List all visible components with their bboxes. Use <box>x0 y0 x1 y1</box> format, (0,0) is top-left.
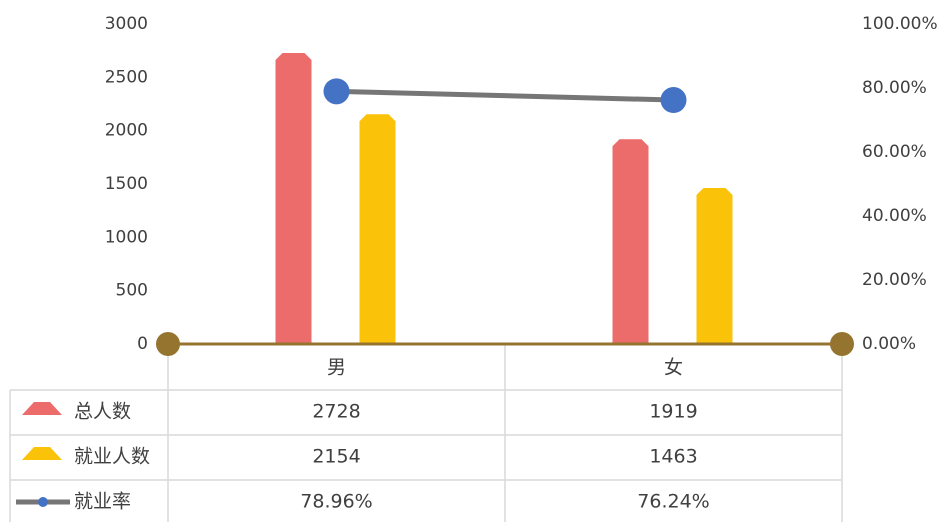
line-marker <box>323 78 350 105</box>
table-cell: 76.24% <box>637 491 709 513</box>
y2-tick-label: 80.00% <box>862 78 927 98</box>
table-cell: 1463 <box>649 446 697 468</box>
legend-label: 就业人数 <box>74 446 150 468</box>
table-cell: 78.96% <box>300 491 372 513</box>
legend-label: 总人数 <box>74 401 131 423</box>
axis-end <box>156 332 180 356</box>
bar <box>275 53 312 344</box>
y-tick-label: 500 <box>116 281 148 301</box>
y2-tick-label: 0.00% <box>862 334 916 354</box>
bar <box>696 187 733 344</box>
y-tick-label: 0 <box>137 334 148 354</box>
y-tick-label: 2500 <box>105 67 148 87</box>
bar <box>612 139 649 344</box>
y-tick-label: 1500 <box>105 174 148 194</box>
y-tick-label: 1000 <box>105 227 148 247</box>
legend-icon <box>22 402 62 415</box>
table-cell: 2728 <box>312 401 360 423</box>
y-tick-label: 2000 <box>105 121 148 141</box>
y2-tick-label: 40.00% <box>862 206 927 226</box>
y2-tick-label: 20.00% <box>862 270 927 290</box>
table-cell: 2154 <box>312 446 360 468</box>
y-tick-label: 3000 <box>105 14 148 34</box>
bar <box>359 114 396 345</box>
x-tick-label: 女 <box>664 357 683 379</box>
legend-marker <box>38 497 48 507</box>
table-cell: 1919 <box>649 401 697 423</box>
legend-label: 就业率 <box>74 491 131 513</box>
legend-icon <box>22 447 62 460</box>
y2-tick-label: 100.00% <box>862 14 938 34</box>
line-marker <box>660 87 687 114</box>
x-tick-label: 男 <box>327 357 346 379</box>
y2-tick-label: 60.00% <box>862 142 927 162</box>
axis-end <box>830 332 854 356</box>
line <box>336 88 674 103</box>
